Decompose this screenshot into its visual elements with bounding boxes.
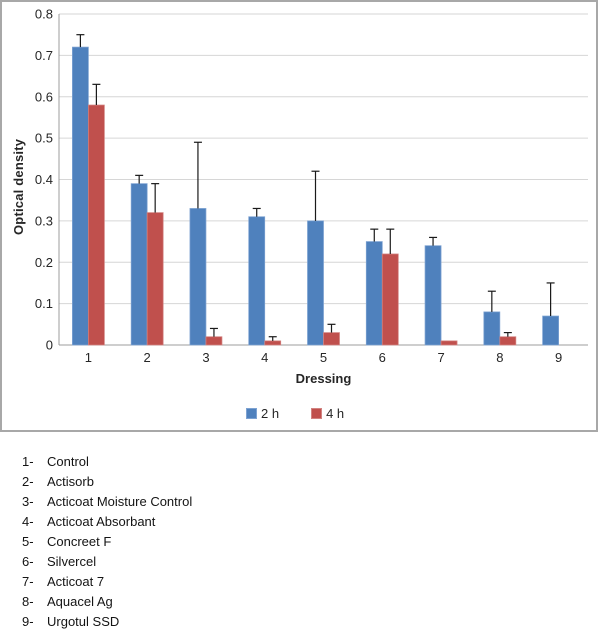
- bar-2h-cat8: [483, 311, 501, 346]
- key-item-number: 3-: [22, 494, 34, 509]
- key-item-number: 1-: [22, 454, 34, 469]
- y-tick-label: 0: [46, 338, 53, 353]
- y-tick-label: 0.1: [35, 296, 53, 311]
- legend-item-2h: 2 h: [246, 406, 279, 421]
- key-item: 5- Concreet F: [22, 532, 582, 552]
- legend-swatch-2h: [246, 408, 257, 419]
- bar-2h-cat6: [365, 241, 383, 346]
- key-item-number: 2-: [22, 474, 34, 489]
- key-item-number: 5-: [22, 534, 34, 549]
- legend-label-4h: 4 h: [326, 406, 345, 421]
- bar-4h-cat4: [264, 340, 282, 346]
- dressing-key-list: 1- Control 2- Actisorb 3- Acticoat Moisture C…: [22, 452, 582, 629]
- bar-chart: 0 0.1 0.2 0.3 0.4 0.5 0.6 0.7 0.8 1 2 3 4 5 6 7 8 9 Optic…: [0, 0, 598, 432]
- x-tick-label: 4: [261, 350, 268, 365]
- key-item: 8- Aquacel Ag: [22, 592, 582, 612]
- x-tick-label: 2: [144, 350, 151, 365]
- key-item-number: 7-: [22, 574, 34, 589]
- x-tick-label: 5: [320, 350, 327, 365]
- y-tick-label: 0.6: [35, 89, 53, 104]
- bar-4h-cat5: [323, 332, 340, 346]
- key-item-number: 9-: [22, 614, 34, 629]
- x-tick-label: 7: [437, 350, 444, 365]
- bar-2h-cat2: [130, 183, 148, 346]
- key-item-label: Acticoat 7: [47, 574, 105, 589]
- key-item-label: Acticoat Moisture Control: [47, 494, 193, 509]
- key-item: 1- Control: [22, 452, 582, 472]
- bar-4h-cat8: [499, 336, 517, 346]
- key-item: 9- Urgotul SSD: [22, 612, 582, 629]
- key-item: 3- Acticoat Moisture Control: [22, 492, 582, 512]
- chart-legend: 2 h 4 h: [246, 406, 344, 421]
- bar-2h-cat9: [542, 315, 559, 346]
- key-item-label: Acticoat Absorbant: [47, 514, 156, 529]
- x-tick-label: 3: [202, 350, 209, 365]
- key-item: 2- Actisorb: [22, 472, 582, 492]
- x-tick-label: 1: [85, 350, 92, 365]
- key-item-label: Aquacel Ag: [47, 594, 113, 609]
- bar-4h-cat1: [88, 104, 105, 346]
- bar-4h-cat7: [440, 340, 458, 346]
- bar-4h-cat6: [381, 253, 399, 346]
- x-tick-label: 6: [379, 350, 386, 365]
- key-item-label: Concreet F: [47, 534, 112, 549]
- key-item-label: Actisorb: [47, 474, 94, 489]
- plot-svg: 0 0.1 0.2 0.3 0.4 0.5 0.6 0.7 0.8 1 2 3 4 5 6 7 8 9: [35, 7, 588, 365]
- x-tick-label: 8: [496, 350, 503, 365]
- x-axis-title: Dressing: [295, 371, 352, 386]
- y-tick-label: 0.7: [35, 48, 53, 63]
- key-item: 6- Silvercel: [22, 552, 582, 572]
- x-tick-label: 9: [555, 350, 562, 365]
- key-item: 4- Acticoat Absorbant: [22, 512, 582, 532]
- bar-4h-cat3: [205, 336, 223, 346]
- y-tick-label: 0.3: [35, 213, 53, 228]
- key-item-label: Silvercel: [47, 554, 97, 569]
- y-tick-label: 0.8: [35, 7, 53, 22]
- y-axis-title: Optical density: [11, 138, 26, 235]
- legend-label-2h: 2 h: [261, 406, 280, 421]
- y-tick-label: 0.4: [35, 172, 53, 187]
- key-item-label: Control: [47, 454, 89, 469]
- bar-4h-cat2: [146, 212, 164, 346]
- bar-2h-cat1: [72, 46, 89, 346]
- key-item-number: 6-: [22, 554, 34, 569]
- y-tick-label: 0.5: [35, 131, 53, 146]
- y-tick-label: 0.2: [35, 255, 53, 270]
- bar-2h-cat7: [424, 245, 442, 346]
- bar-2h-cat4: [248, 216, 266, 346]
- bar-2h-cat3: [189, 208, 207, 346]
- key-item-label: Urgotul SSD: [47, 614, 120, 629]
- key-item: 7- Acticoat 7: [22, 572, 582, 592]
- legend-swatch-4h: [311, 408, 323, 419]
- legend-item-4h: 4 h: [311, 406, 344, 421]
- key-item-number: 4-: [22, 514, 34, 529]
- key-item-number: 8-: [22, 594, 34, 609]
- bar-2h-cat5: [307, 220, 324, 346]
